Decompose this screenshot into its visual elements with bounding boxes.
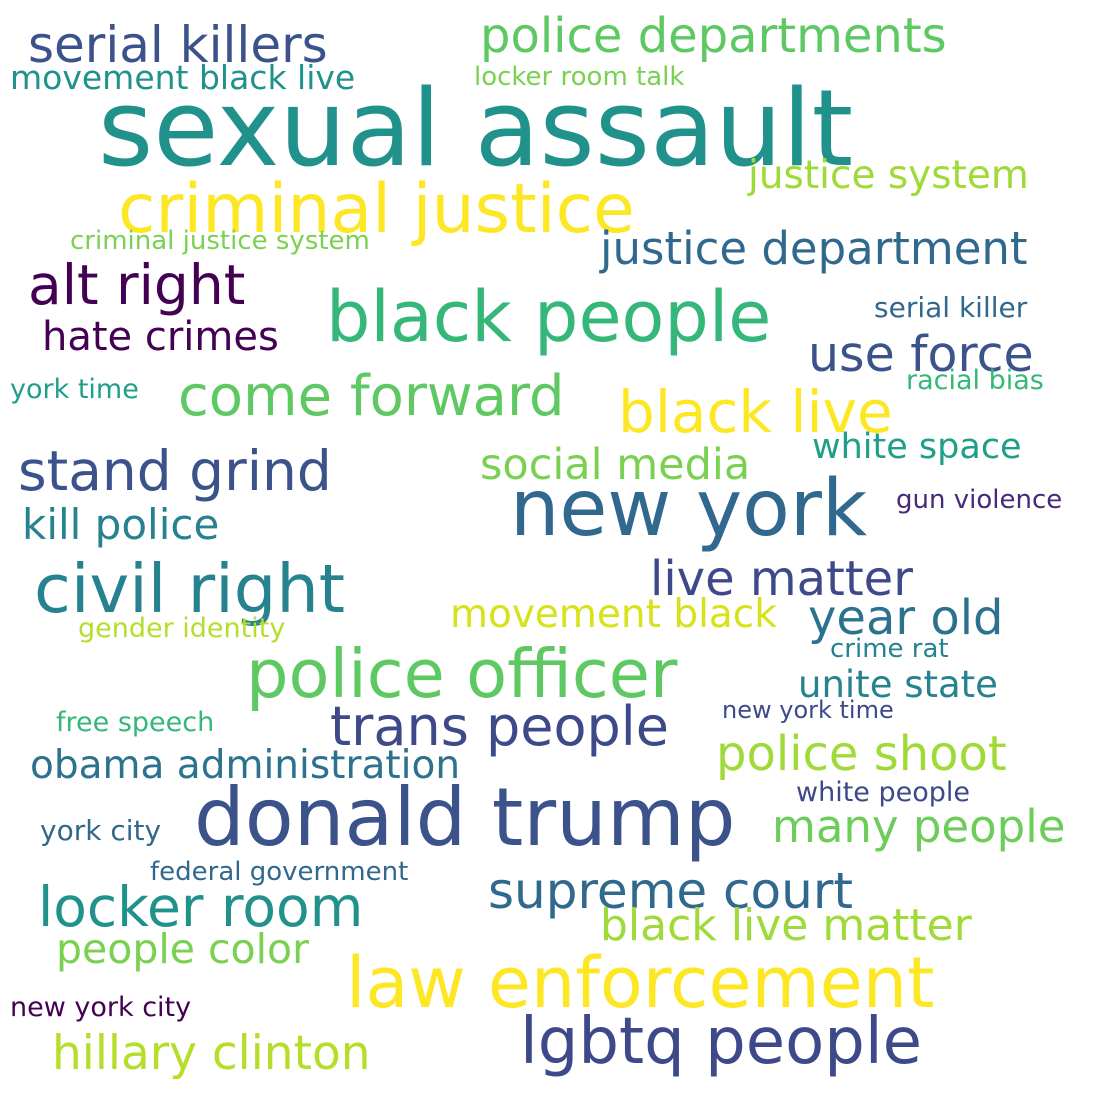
phrase-justice-system: justice system xyxy=(748,153,1029,198)
phrase-lgbtq-people: lgbtq people xyxy=(520,1005,923,1079)
phrase-black-people: black people xyxy=(326,276,772,358)
phrase-live-matter: live matter xyxy=(650,551,913,607)
phrase-new-york: new york xyxy=(510,464,868,554)
phrase-unite-state: unite state xyxy=(798,663,998,706)
phrase-york-time: york time xyxy=(10,374,139,405)
phrase-hate-crimes: hate crimes xyxy=(42,314,279,360)
phrase-racial-bias: racial bias xyxy=(906,365,1044,396)
phrase-trans-people: trans people xyxy=(330,695,670,758)
phrase-free-speech: free speech xyxy=(56,707,215,738)
phrase-obama-administration: obama administration xyxy=(30,743,461,788)
phrase-locker-room-talk: locker room talk xyxy=(474,62,685,92)
phrase-black-live: black live xyxy=(618,378,893,446)
phrase-stand-grind: stand grind xyxy=(18,439,332,503)
phrase-locker-room: locker room xyxy=(38,875,364,939)
phrase-justice-department: justice department xyxy=(600,222,1028,275)
phrase-donald-trump: donald trump xyxy=(194,771,736,864)
phrase-police-departments: police departments xyxy=(480,8,947,64)
phrase-kill-police: kill police xyxy=(22,500,220,549)
phrase-police-officer: police officer xyxy=(246,635,678,713)
phrase-white-space: white space xyxy=(812,427,1022,467)
phrase-come-forward: come forward xyxy=(178,364,565,429)
phrase-serial-killers: serial killers xyxy=(28,16,328,74)
phrase-many-people: many people xyxy=(772,800,1066,853)
phrase-law-enforcement: law enforcement xyxy=(346,942,935,1024)
phrase-supreme-court: supreme court xyxy=(488,862,853,920)
phrase-black-live-matter: black live matter xyxy=(600,900,972,951)
phrase-sexual-assault: sexual assault xyxy=(98,67,854,190)
phrase-year-old: year old xyxy=(808,590,1004,646)
phrase-movement-black: movement black xyxy=(450,592,777,637)
phrase-use-force: use force xyxy=(808,326,1034,383)
phrase-criminal-justice-system: criminal justice system xyxy=(70,226,370,256)
phrase-york-city: york city xyxy=(40,814,162,847)
phrase-crime-rat: crime rat xyxy=(830,634,949,664)
phrase-movement-black-live: movement black live xyxy=(10,58,356,97)
phrase-new-york-city: new york city xyxy=(10,992,192,1023)
phrase-police-shoot: police shoot xyxy=(716,726,1007,782)
phrase-civil-right: civil right xyxy=(34,550,346,628)
phrase-hillary-clinton: hillary clinton xyxy=(52,1026,371,1081)
phrase-social-media: social media xyxy=(480,440,751,490)
phrase-new-york-time: new york time xyxy=(722,696,894,724)
phrase-federal-government: federal government xyxy=(150,857,409,887)
phrase-gender-identity: gender identity xyxy=(78,613,286,644)
phrase-serial-killer: serial killer xyxy=(874,291,1028,324)
phrase-white-people: white people xyxy=(796,777,970,808)
phrase-gun-violence: gun violence xyxy=(896,485,1063,515)
phrase-alt-right: alt right xyxy=(28,253,246,317)
phrase-criminal-justice: criminal justice xyxy=(118,170,635,249)
phrase-people-color: people color xyxy=(56,925,309,973)
